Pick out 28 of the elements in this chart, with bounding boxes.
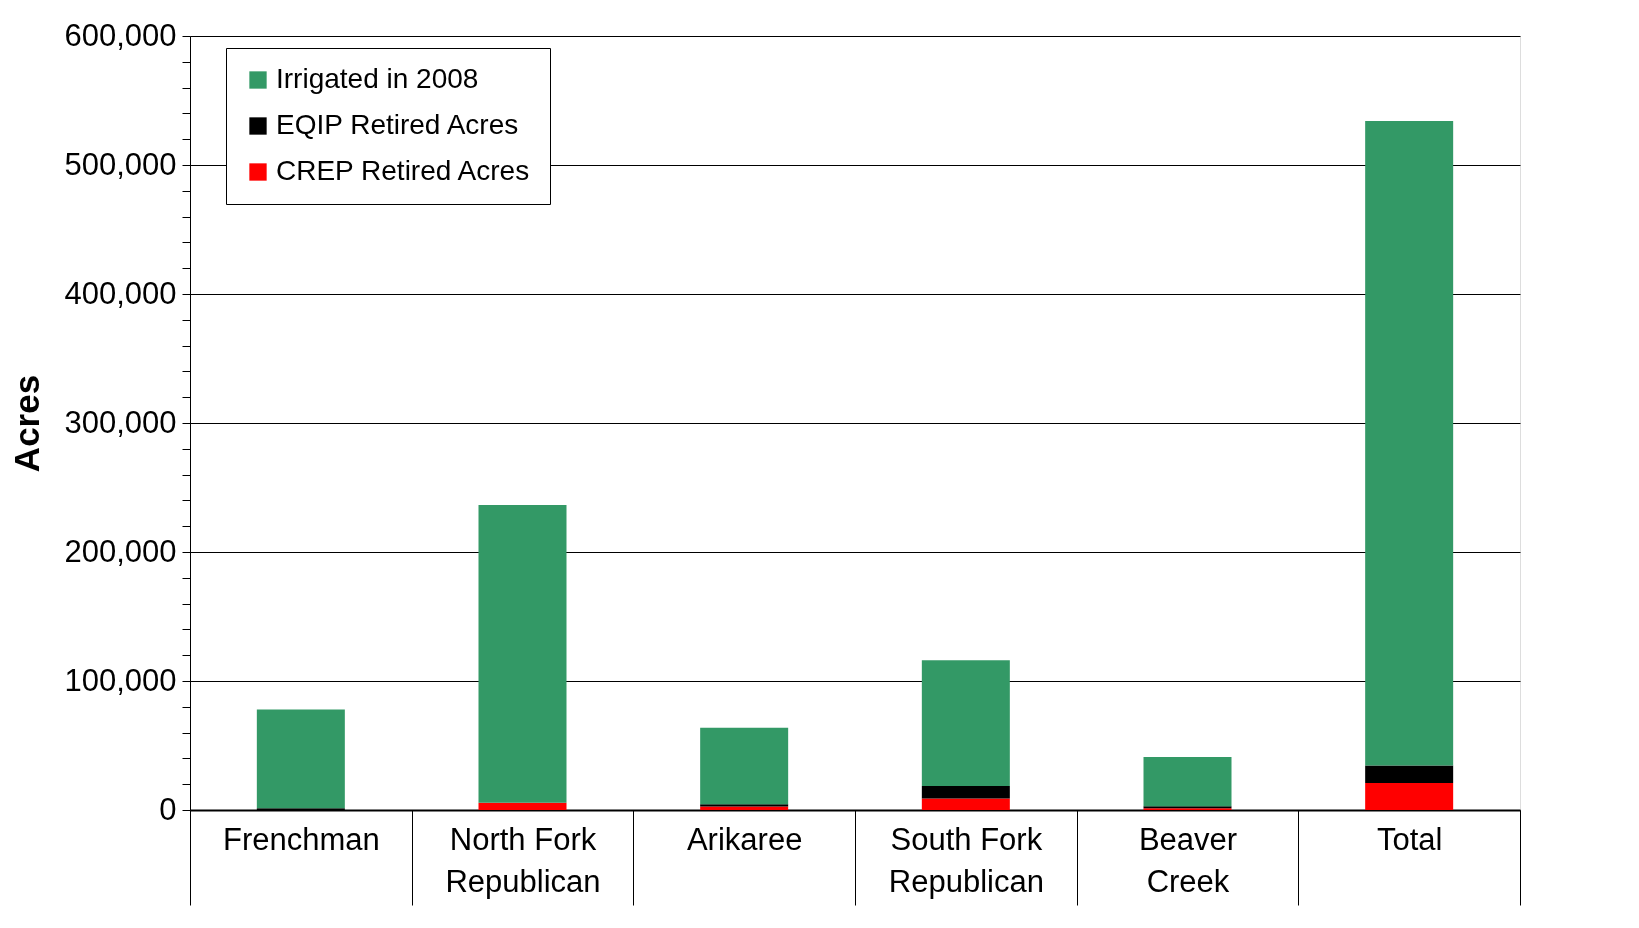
- x-tick-label: South Fork Republican: [888, 821, 1044, 899]
- bar: [1365, 121, 1454, 766]
- y-tick-label: 600,000: [64, 17, 177, 53]
- bar: [478, 802, 567, 810]
- y-axis-title: Acres: [7, 374, 47, 473]
- x-tick-label: North Fork Republican: [445, 821, 601, 899]
- legend-label: Irrigated in 2008: [276, 63, 479, 94]
- x-tick-label: Frenchman: [222, 821, 380, 857]
- x-tick-label: Arikaree: [686, 821, 803, 857]
- bar: [1143, 756, 1232, 807]
- bar: [478, 505, 567, 803]
- bar: [1365, 782, 1454, 810]
- bar: [256, 709, 345, 809]
- bar: [1365, 765, 1454, 783]
- y-tick-label: 100,000: [64, 662, 177, 698]
- y-tick-label: 400,000: [64, 275, 177, 311]
- bar: [921, 798, 1010, 810]
- y-tick-label: 500,000: [64, 146, 177, 182]
- bar: [700, 727, 789, 805]
- legend-label: CREP Retired Acres: [276, 155, 530, 186]
- x-tick-label: Total: [1376, 821, 1443, 857]
- legend-label: EQIP Retired Acres: [276, 109, 519, 140]
- bar: [921, 785, 1010, 799]
- y-tick-label: 300,000: [64, 404, 177, 440]
- y-tick-label: 200,000: [64, 533, 177, 569]
- y-tick-label: 0: [159, 791, 177, 827]
- x-tick-label: Beaver Creek: [1138, 821, 1238, 899]
- bar: [921, 660, 1010, 786]
